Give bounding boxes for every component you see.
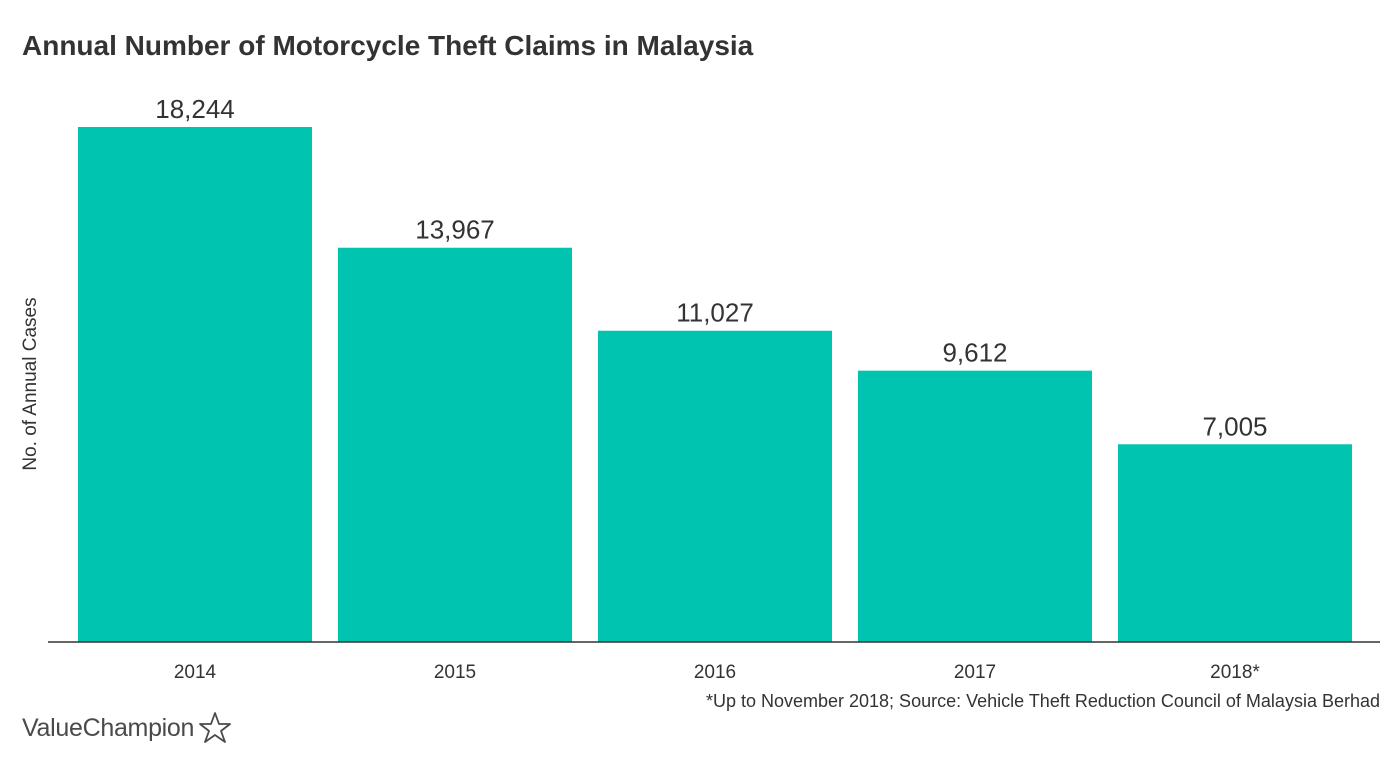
value-label: 11,027: [676, 298, 754, 328]
x-tick-label: 2018*: [1210, 662, 1260, 683]
source-footnote: *Up to November 2018; Source: Vehicle Th…: [705, 691, 1380, 711]
value-labels-layer: 18,244 13,967 11,027 9,612 7,005: [155, 94, 1267, 441]
bar-2016: [598, 330, 832, 642]
x-tick-label: 2015: [434, 662, 476, 683]
value-label: 13,967: [415, 215, 495, 245]
bar-2018: [1118, 444, 1352, 642]
bars-layer: [78, 127, 1352, 642]
chart-title: Annual Number of Motorcycle Theft Claims…: [22, 30, 754, 61]
brand-logo: ValueChampion: [22, 710, 232, 746]
bar-2014: [78, 127, 312, 642]
x-tick-label: 2016: [694, 662, 736, 683]
bar-2017: [858, 370, 1092, 642]
value-label: 18,244: [155, 94, 235, 124]
value-label: 9,612: [942, 338, 1007, 368]
bar-2015: [338, 247, 572, 642]
star-outline-icon: [199, 712, 232, 743]
value-label: 7,005: [1202, 411, 1267, 441]
x-tick-labels-layer: 2014 2015 2016 2017 2018*: [174, 662, 1261, 683]
y-axis-label: No. of Annual Cases: [20, 297, 41, 470]
x-tick-label: 2014: [174, 662, 217, 683]
brand-name: ValueChampion: [22, 713, 195, 742]
x-tick-label: 2017: [954, 662, 996, 683]
